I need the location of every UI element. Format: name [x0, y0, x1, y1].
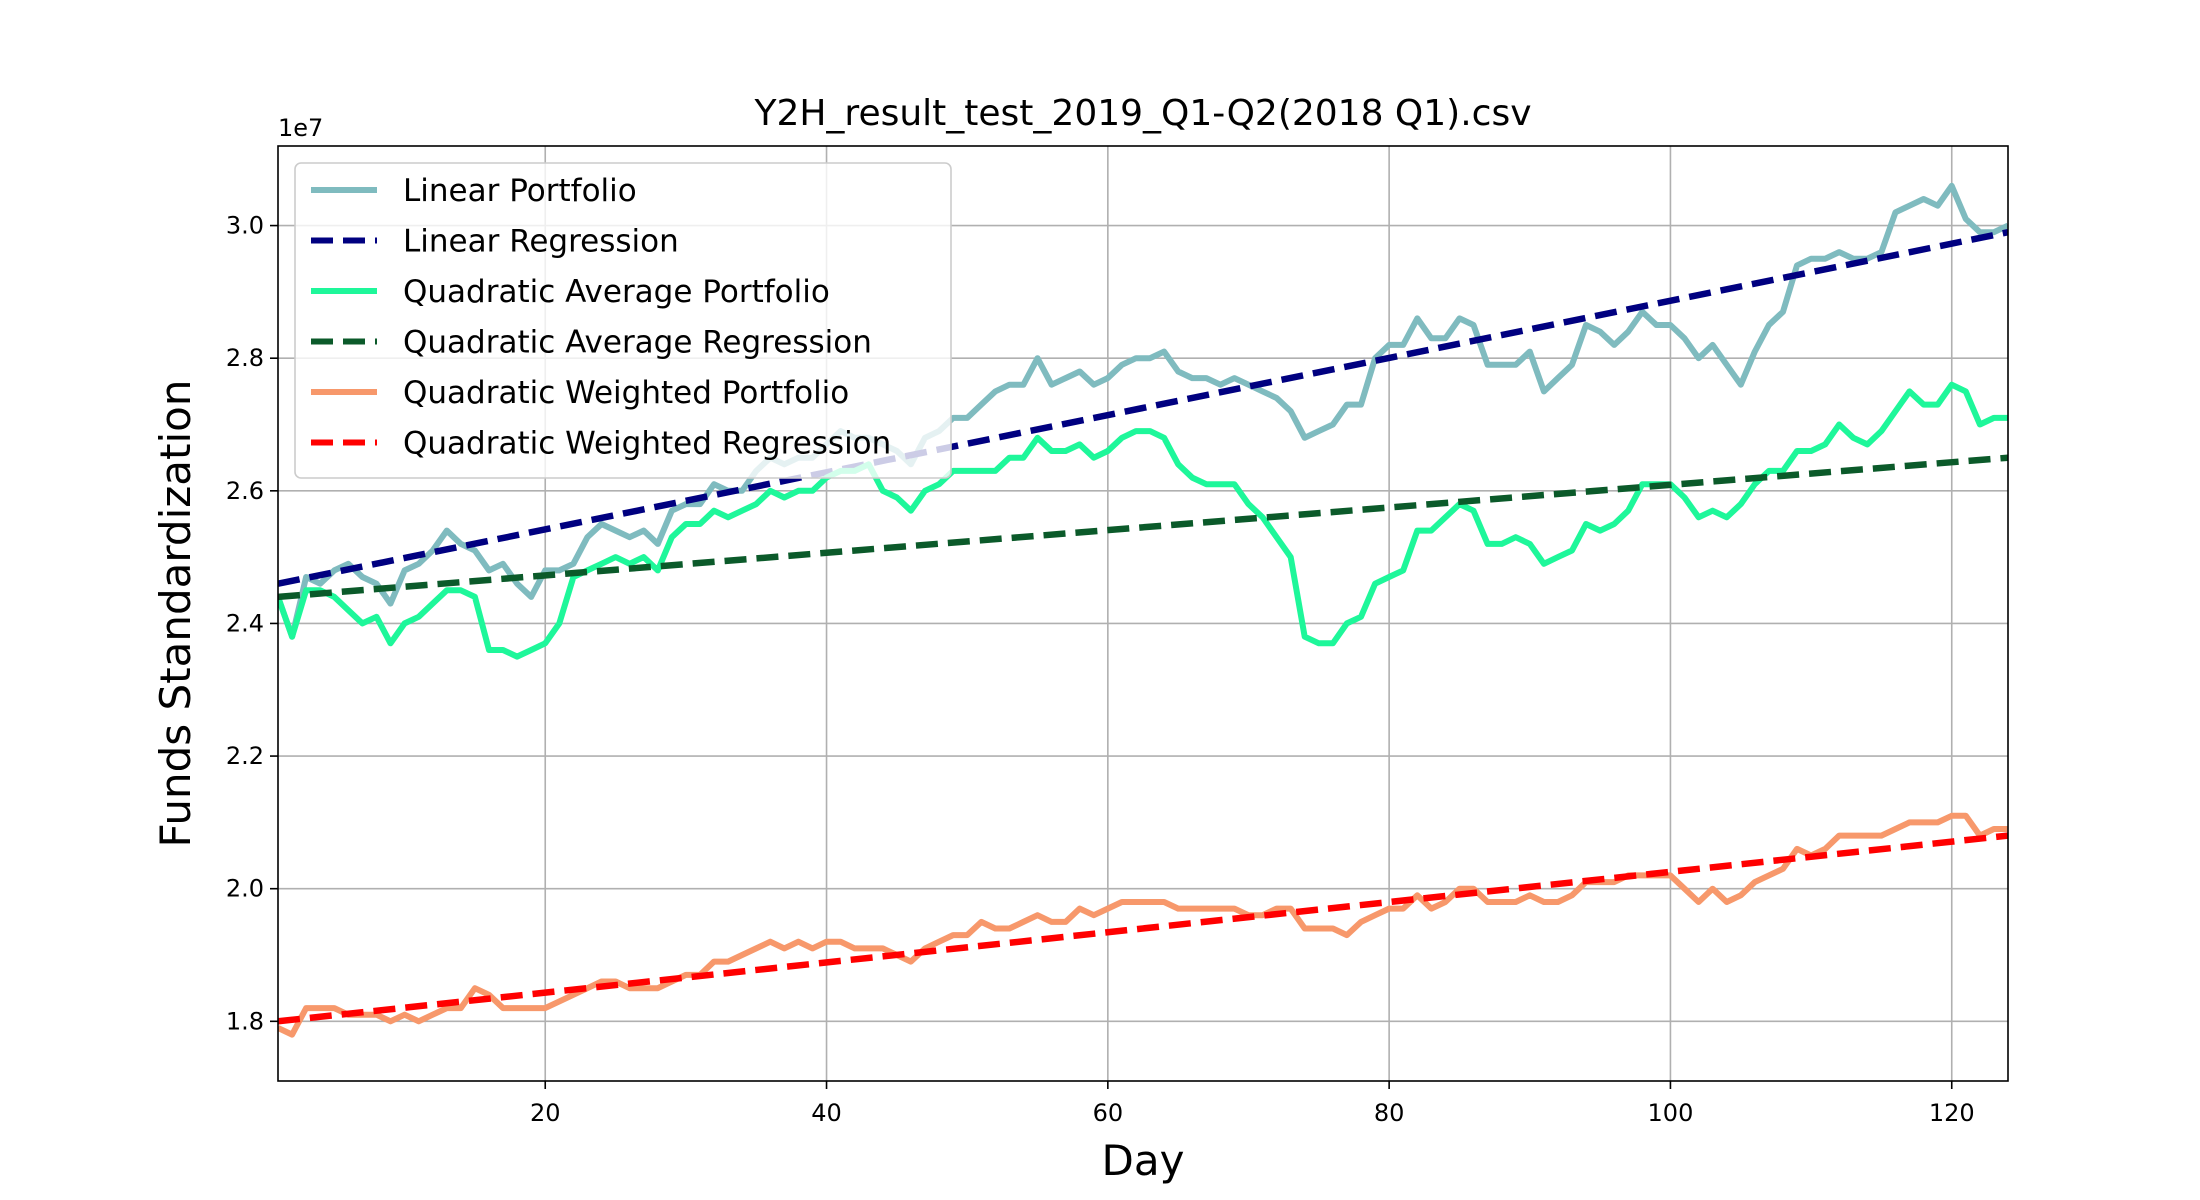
- y-tick-label: 2.2: [226, 742, 264, 770]
- y-tick-label: 2.8: [226, 344, 264, 372]
- legend-entry-label: Linear Portfolio: [403, 173, 637, 209]
- legend-entry-label: Quadratic Average Portfolio: [403, 274, 830, 310]
- series-line-0: [278, 182, 2008, 640]
- series-line-3: [278, 454, 2008, 601]
- legend: Linear Portfolio Linear Regression Quadrat…: [294, 162, 952, 479]
- plot-frame: [277, 145, 2009, 1082]
- legend-entry-label: Quadratic Weighted Regression: [403, 426, 891, 462]
- x-tick-label: 20: [530, 1099, 561, 1127]
- x-tick-label: 60: [1093, 1099, 1124, 1127]
- x-tick-label: 100: [1648, 1099, 1694, 1127]
- x-tick-label: 40: [811, 1099, 842, 1127]
- ticks-layer: 20 40 60 80 100 120 1.8 2.0 2.2 2.4 2.6 2.8 3.0: [226, 212, 1975, 1127]
- x-axis-label: Day: [1102, 1136, 1185, 1185]
- legend-box: [294, 162, 952, 479]
- series-line-1: [278, 229, 2008, 587]
- y-offset-label: 1e7: [278, 114, 323, 142]
- series-line-2: [278, 381, 2008, 660]
- legend-entry-label: Linear Regression: [403, 224, 679, 260]
- x-tick-label: 80: [1374, 1099, 1405, 1127]
- grid-layer: [278, 146, 2008, 1081]
- series-line-4: [278, 812, 2008, 1038]
- y-axis-label: Funds Standardization: [151, 380, 200, 848]
- x-tick-label: 120: [1929, 1099, 1975, 1127]
- y-tick-label: 3.0: [226, 212, 264, 240]
- legend-entry-label: Quadratic Average Regression: [403, 325, 872, 361]
- y-tick-label: 1.8: [226, 1007, 264, 1035]
- chart-title: Y2H_result_test_2019_Q1-Q2(2018 Q1).csv: [753, 93, 1531, 134]
- y-tick-label: 2.6: [226, 477, 264, 505]
- y-tick-label: 2.0: [226, 875, 264, 903]
- y-tick-label: 2.4: [226, 609, 264, 637]
- series-layer: [278, 182, 2008, 1038]
- legend-entry-label: Quadratic Weighted Portfolio: [403, 375, 849, 411]
- series-line-5: [278, 832, 2008, 1025]
